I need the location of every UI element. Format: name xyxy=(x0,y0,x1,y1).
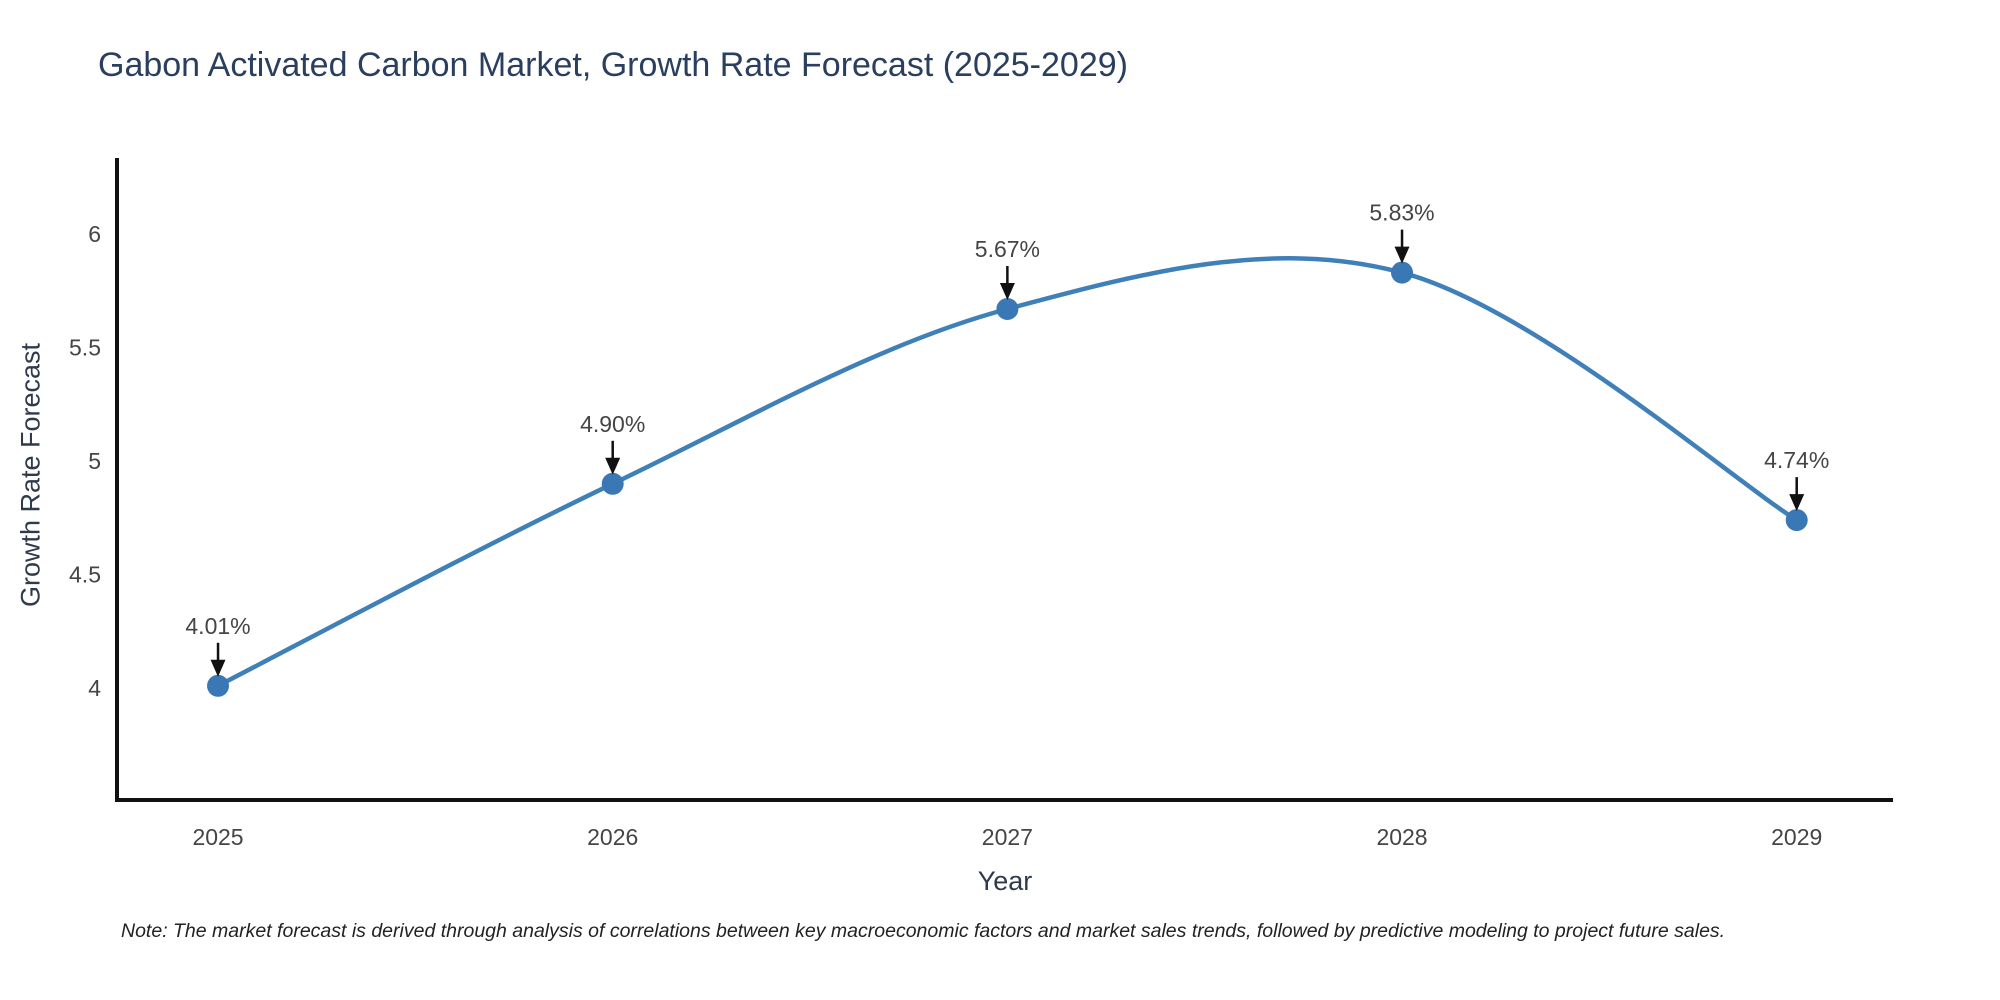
data-point-2029[interactable] xyxy=(1785,509,1808,532)
annotation-arrowhead-icon xyxy=(210,659,226,677)
x-tick-label: 2026 xyxy=(587,824,638,850)
chart-footnote: Note: The market forecast is derived thr… xyxy=(121,920,1726,942)
y-tick-label: 4.5 xyxy=(69,562,101,588)
data-point-2027[interactable] xyxy=(996,298,1019,320)
y-tick-label: 6 xyxy=(88,221,101,247)
point-annotation: 4.01% xyxy=(185,613,250,639)
x-tick-label: 2027 xyxy=(982,824,1033,850)
data-point-2028[interactable] xyxy=(1391,261,1413,284)
point-annotation: 4.90% xyxy=(580,411,645,437)
point-annotation: 5.83% xyxy=(1369,200,1434,226)
point-annotation: 4.74% xyxy=(1764,447,1829,473)
x-axis-title: Year xyxy=(977,866,1033,896)
y-tick-label: 5.5 xyxy=(69,335,101,361)
annotation-arrowhead-icon xyxy=(605,457,621,475)
data-point-2025[interactable] xyxy=(207,674,229,697)
y-axis-title: Growth Rate Forecast xyxy=(15,342,46,608)
chart-title: Gabon Activated Carbon Market, Growth Ra… xyxy=(98,46,1128,84)
x-tick-label: 2025 xyxy=(192,824,243,850)
annotation-arrowhead-icon xyxy=(1394,246,1410,264)
annotation-arrowhead-icon xyxy=(1789,494,1805,512)
data-point-2026[interactable] xyxy=(601,472,624,495)
x-tick-label: 2028 xyxy=(1376,824,1427,850)
annotation-arrowhead-icon xyxy=(999,283,1015,300)
y-tick-label: 4 xyxy=(88,675,101,701)
point-annotation: 5.67% xyxy=(975,236,1040,262)
y-tick-label: 5 xyxy=(88,448,101,474)
x-tick-label: 2029 xyxy=(1771,824,1822,850)
trend-line xyxy=(215,256,1799,689)
